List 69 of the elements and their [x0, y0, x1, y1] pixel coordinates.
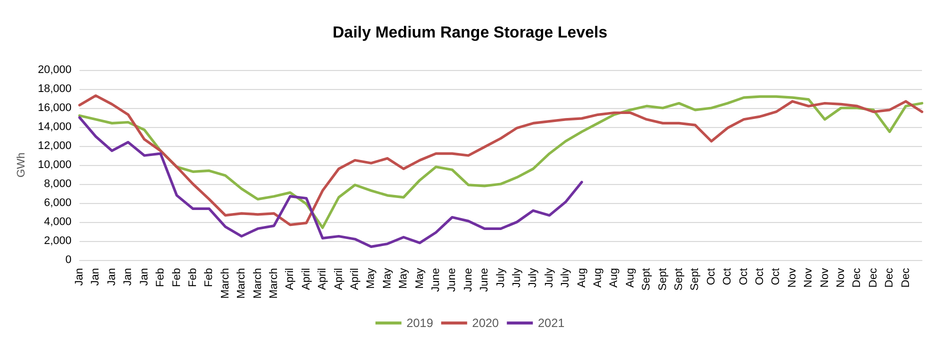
x-tick-label: May: [398, 268, 410, 289]
x-tick-label: Dec: [851, 268, 864, 288]
x-tick-label: Feb: [186, 268, 199, 287]
x-tick-label: Dec: [900, 268, 912, 288]
legend-label: 2021: [538, 316, 565, 330]
x-tick-label: Aug: [608, 268, 620, 288]
x-tick-label: June: [430, 268, 442, 292]
x-tick-label: July: [494, 268, 507, 288]
line-series: [78, 116, 584, 248]
y-tick-label: 20,000: [38, 64, 72, 76]
x-tick-label: June: [446, 268, 458, 292]
y-tick-label: 2,000: [44, 235, 72, 247]
y-axis-title: GWh: [16, 152, 28, 178]
x-tick-label: Nov: [786, 268, 798, 288]
y-tick-label: 12,000: [38, 140, 72, 152]
x-tick-label: Oct: [738, 268, 750, 286]
y-tick-label: 10,000: [38, 159, 72, 171]
y-tick-label: 14,000: [38, 121, 72, 133]
x-tick-label: Jan: [138, 268, 150, 286]
x-tick-label: Feb: [170, 268, 183, 287]
x-tick-label: Dec: [867, 268, 880, 288]
x-tick-label: Jan: [122, 268, 134, 286]
x-tick-label: Aug: [592, 268, 604, 288]
y-tick-label: 16,000: [38, 102, 72, 114]
x-tick-label: May: [414, 268, 426, 289]
legend-label: 2019: [406, 316, 434, 330]
chart-title: Daily Medium Range Storage Levels: [332, 24, 608, 42]
x-tick-label: April: [300, 268, 312, 290]
x-tick-label: Sept: [672, 268, 685, 291]
x-tick-label: April: [316, 268, 329, 290]
x-tick-label: May: [365, 268, 378, 289]
x-tick-label: April: [348, 268, 361, 290]
x-tick-label: Aug: [624, 268, 636, 288]
x-tick-label: Sept: [656, 268, 669, 291]
x-tick-label: July: [560, 268, 572, 288]
x-tick-label: Sept: [640, 268, 653, 291]
x-tick-label: Nov: [802, 268, 815, 288]
x-tick-label: Sept: [689, 268, 702, 291]
x-tick-label: March: [252, 268, 264, 299]
x-tick-label: Feb: [203, 268, 216, 287]
x-tick-label: Oct: [722, 268, 734, 286]
x-tick-label: July: [527, 268, 540, 288]
x-tick-label: Jan: [74, 268, 86, 286]
x-tick-label: Oct: [770, 268, 782, 286]
x-tick-label: March: [219, 268, 232, 299]
x-tick-label: Nov: [834, 268, 847, 288]
x-tick-label: May: [381, 268, 394, 289]
x-tick-label: July: [543, 268, 556, 288]
x-tick-label: Aug: [576, 268, 588, 288]
x-tick-label: June: [462, 268, 474, 292]
x-tick-label: April: [332, 268, 345, 290]
x-tick-label: Nov: [818, 268, 831, 288]
x-tick-label: June: [478, 268, 491, 292]
x-tick-label: Oct: [754, 268, 766, 286]
x-tick-label: March: [268, 268, 280, 299]
legend-label: 2020: [472, 316, 500, 330]
x-tick-label: March: [236, 268, 248, 299]
y-tick-label: 8,000: [44, 178, 72, 190]
x-tick-label: Jan: [90, 268, 102, 286]
y-tick-label: 6,000: [44, 197, 72, 209]
y-tick-label: 0: [65, 254, 72, 266]
y-tick-label: 18,000: [38, 83, 72, 95]
x-tick-label: Jan: [106, 268, 118, 286]
x-tick-label: July: [510, 268, 523, 288]
x-tick-label: Feb: [154, 268, 167, 287]
x-tick-label: Oct: [705, 268, 718, 286]
x-tick-label: April: [284, 268, 296, 290]
y-tick-label: 4,000: [44, 216, 72, 228]
x-tick-label: Dec: [884, 268, 896, 288]
